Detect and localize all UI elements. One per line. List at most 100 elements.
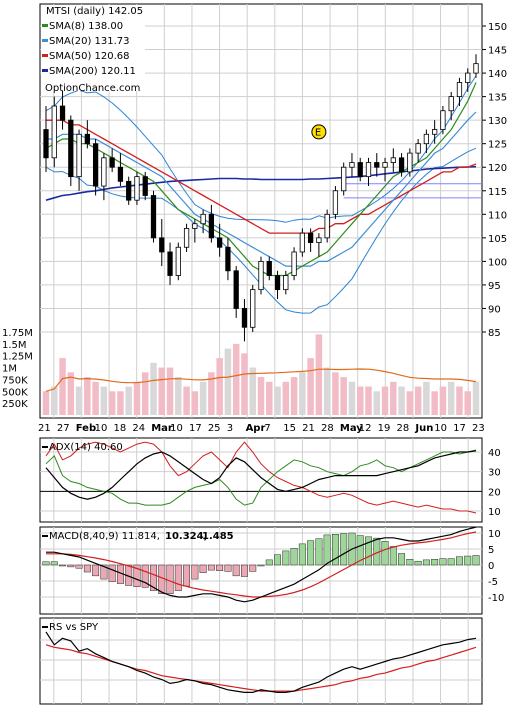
- macd-tick-label: 10: [488, 529, 501, 540]
- volume-bar: [290, 377, 298, 415]
- volume-tick-label: 1.5M: [2, 340, 27, 351]
- macd-histogram-bar: [141, 564, 149, 588]
- volume-bar: [340, 377, 347, 415]
- price-tick-label: 115: [488, 187, 507, 198]
- candle-body: [51, 105, 57, 159]
- volume-bar: [274, 386, 281, 415]
- volume-bar: [323, 367, 331, 415]
- macd-tick-label: -10: [488, 593, 504, 604]
- macd-histogram-bar: [298, 543, 306, 566]
- earnings-marker-label: E: [315, 127, 321, 138]
- volume-bar: [175, 377, 182, 415]
- volume-bar: [249, 367, 256, 415]
- candle-body: [109, 157, 115, 168]
- x-axis-label: 7: [264, 423, 270, 434]
- x-axis-label: Jun: [414, 423, 433, 434]
- price-tick-label: 150: [488, 22, 507, 33]
- x-axis-label: 21: [302, 423, 315, 434]
- x-axis-label: 3: [227, 423, 233, 434]
- adx-tick-label: 20: [488, 487, 501, 498]
- volume-bar: [150, 362, 157, 415]
- macd-histogram-bar: [431, 559, 439, 566]
- macd-histogram-bar: [389, 546, 397, 566]
- volume-bar: [447, 381, 455, 415]
- price-tick-label: 85: [488, 328, 501, 339]
- candle-body: [150, 195, 157, 239]
- volume-bar: [42, 391, 50, 415]
- legend-swatch: [42, 24, 48, 27]
- macd-histogram-bar: [158, 564, 166, 594]
- volume-bar: [208, 372, 215, 415]
- adx-tick-label: 30: [488, 468, 501, 479]
- candle-body: [473, 63, 479, 74]
- candle-body: [92, 143, 99, 187]
- candle-body: [233, 270, 239, 309]
- x-axis-label: 10: [434, 423, 447, 434]
- volume-bar: [348, 381, 356, 415]
- macd-histogram-bar: [133, 564, 141, 587]
- volume-bar: [423, 381, 430, 415]
- adx-tick-label: 10: [488, 507, 501, 518]
- candle-body: [126, 180, 132, 201]
- candle-body: [341, 166, 347, 192]
- candle-body: [43, 129, 49, 159]
- volume-bar: [257, 377, 265, 415]
- candle-body: [324, 213, 330, 239]
- candle-body: [59, 105, 66, 121]
- macd-histogram-bar: [150, 564, 157, 591]
- price-tick-label: 140: [488, 69, 507, 80]
- volume-tick-label: 500K: [2, 387, 28, 398]
- volume-bar: [266, 381, 273, 415]
- candle-body: [183, 228, 190, 248]
- macd-histogram-bar: [92, 564, 100, 577]
- candle-body: [307, 232, 314, 243]
- price-tick-label: 145: [488, 46, 507, 57]
- volume-bar: [464, 391, 471, 415]
- macd-histogram-bar: [224, 564, 232, 572]
- volume-bar: [224, 348, 232, 415]
- x-axis-label: 21: [38, 423, 51, 434]
- candle-body: [432, 129, 438, 135]
- candle-body: [448, 96, 454, 112]
- legend-swatch: [42, 39, 48, 42]
- candle-body: [456, 82, 463, 98]
- macd-histogram-bar: [398, 553, 406, 566]
- x-axis-label: 19: [378, 423, 391, 434]
- candle-body: [423, 133, 430, 145]
- x-axis-label: 28: [397, 423, 410, 434]
- legend-swatch: [42, 69, 48, 72]
- candle-body: [465, 72, 471, 83]
- legend-swatch: [42, 54, 48, 57]
- legend-label: SMA(20) 131.73: [49, 36, 130, 47]
- candle-body: [68, 119, 74, 178]
- macd-histogram-bar: [365, 536, 372, 566]
- macd-signal-value: 10.324,: [165, 531, 207, 542]
- candle-body: [374, 162, 380, 168]
- candle-body: [365, 162, 372, 178]
- price-tick-label: 110: [488, 210, 507, 221]
- volume-bar: [108, 391, 116, 415]
- volume-bar: [439, 386, 447, 415]
- macd-histogram-bar: [241, 564, 248, 577]
- volume-bar: [125, 386, 132, 415]
- volume-bar: [431, 391, 438, 415]
- candle-body: [299, 232, 305, 253]
- x-axis-label: 18: [113, 423, 126, 434]
- candle-body: [241, 308, 248, 328]
- candle-body: [316, 237, 322, 243]
- macd-histogram-bar: [199, 564, 207, 573]
- macd-title: MACD(8,40,9) 11.814,: [49, 531, 160, 542]
- macd-histogram-bar: [216, 564, 224, 571]
- volume-tick-label: 1.75M: [2, 328, 33, 339]
- macd-histogram-bar: [356, 535, 364, 566]
- volume-tick-label: 1.25M: [2, 352, 33, 363]
- candle-body: [332, 190, 339, 215]
- macd-hist-value: 1.485: [202, 531, 234, 542]
- earnings-marker: [311, 124, 327, 140]
- di-plus-line: [45, 449, 477, 506]
- macd-histogram-bar: [183, 564, 191, 587]
- sma200-line: [45, 165, 477, 201]
- candle-body: [225, 246, 231, 272]
- x-axis-label: Mar: [151, 423, 173, 434]
